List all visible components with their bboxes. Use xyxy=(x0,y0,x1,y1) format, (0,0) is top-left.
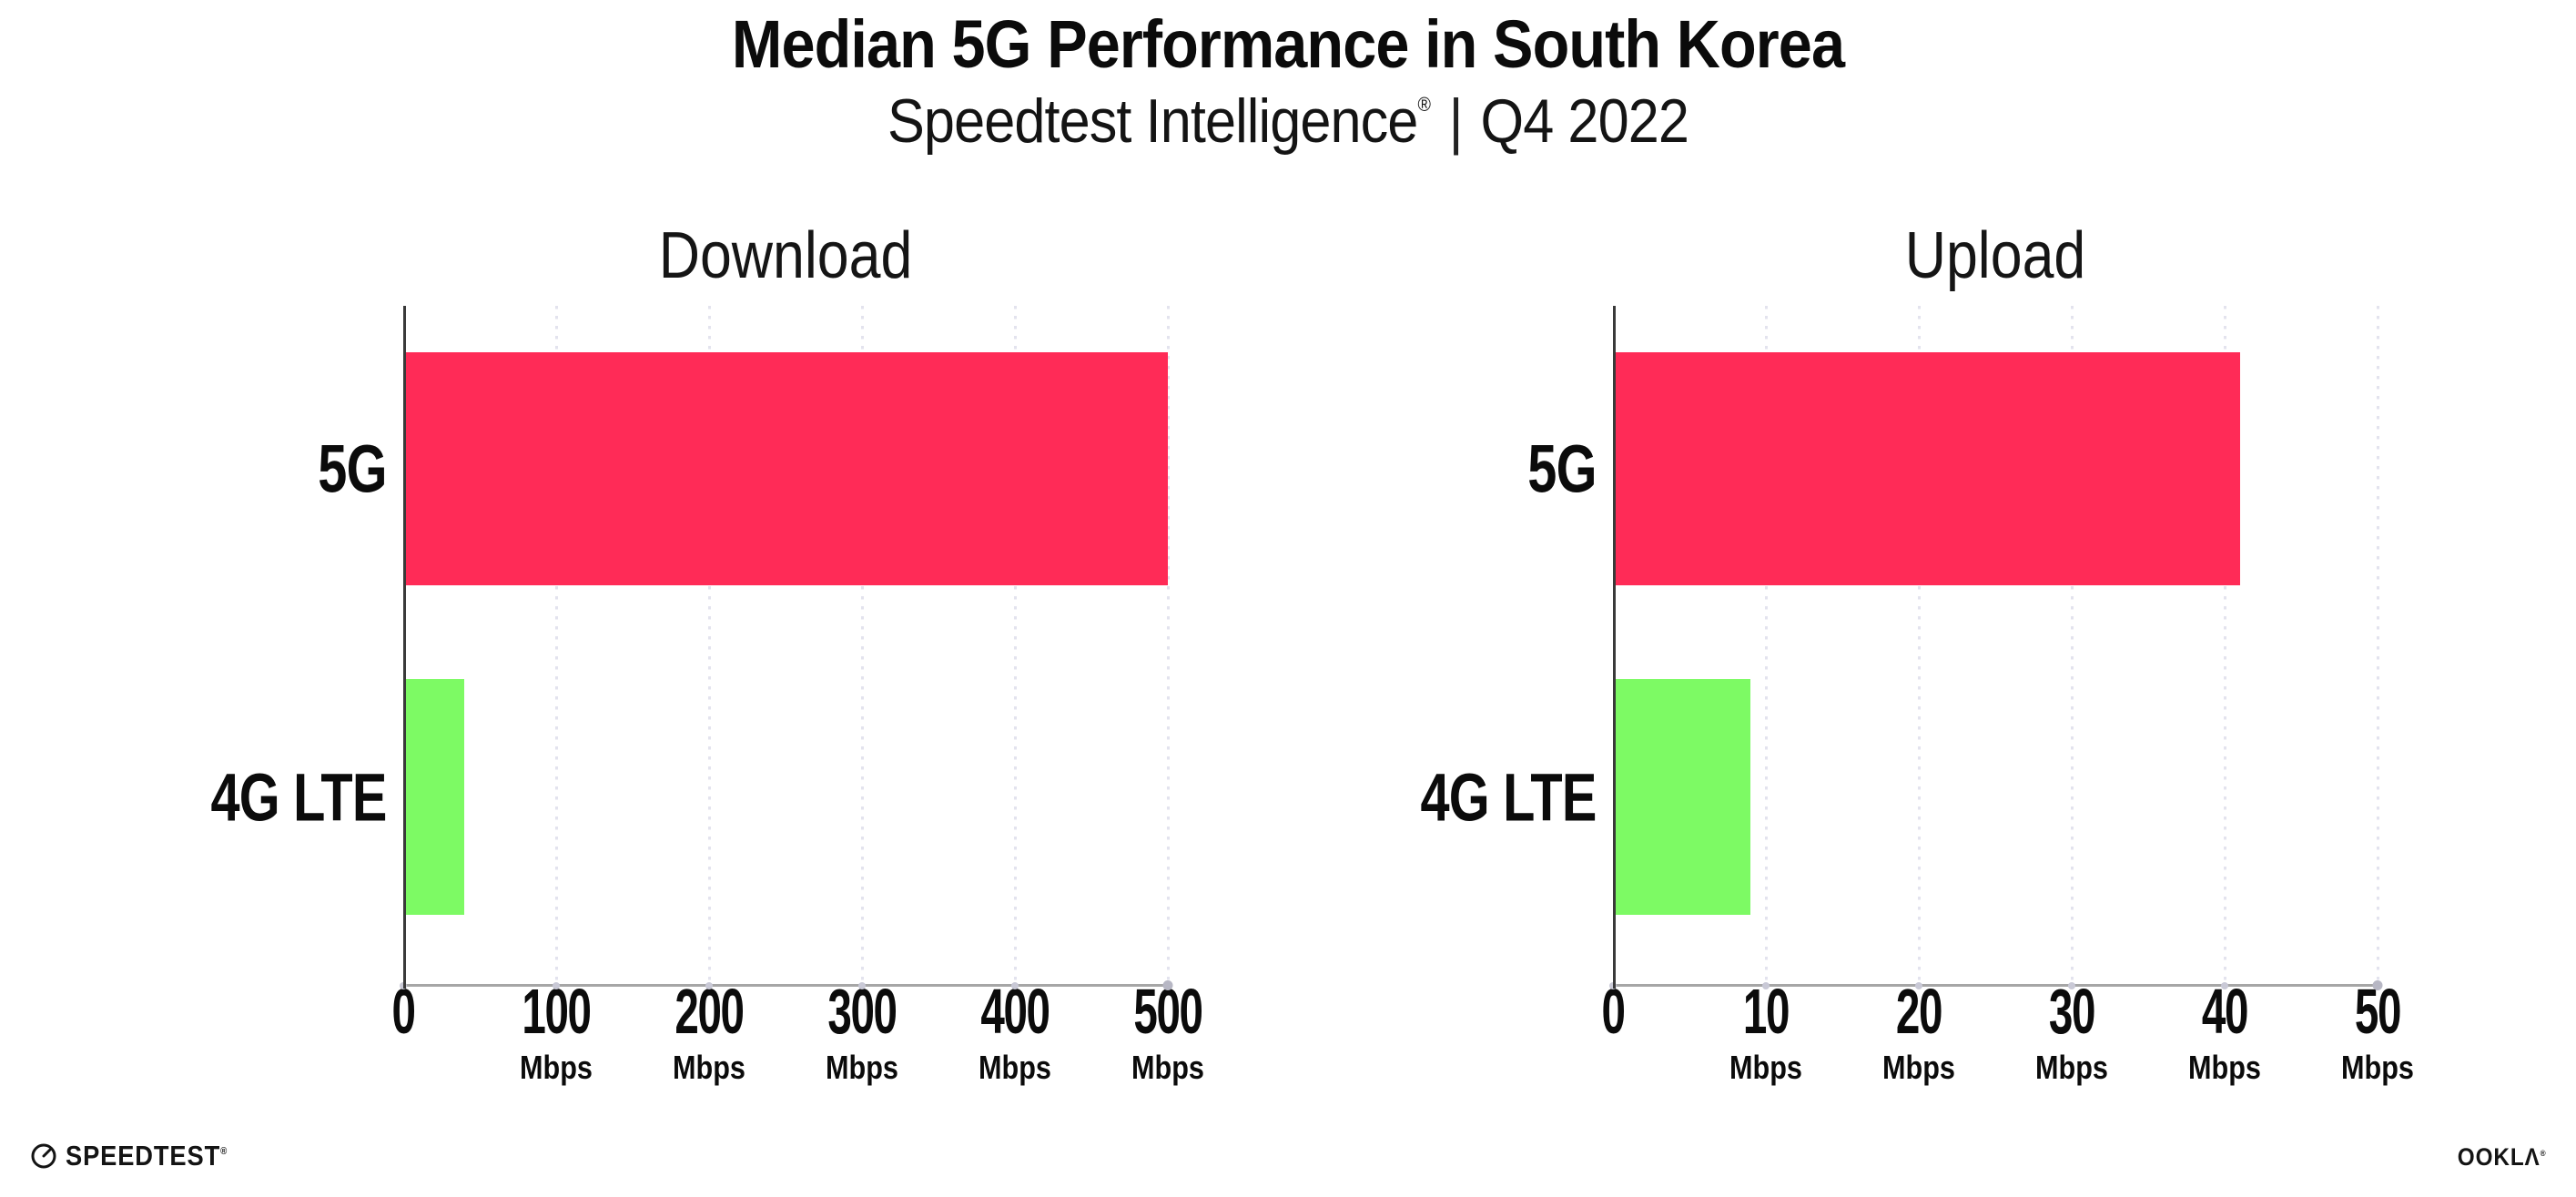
x-tick-unit: Mbps xyxy=(826,1049,898,1086)
gridline xyxy=(2223,306,2226,986)
speedtest-wordmark: SPEEDTEST® xyxy=(66,1140,228,1172)
x-tick-label: 0 xyxy=(387,979,421,1043)
axis-tick-dot xyxy=(1011,981,1019,989)
x-tick-value: 0 xyxy=(391,976,415,1047)
category-label-4g-lte: 4G LTE xyxy=(210,759,388,835)
category-label-5g: 5G xyxy=(1527,431,1597,507)
axis-tick-dot xyxy=(2068,981,2075,989)
category-label-5g: 5G xyxy=(318,431,388,507)
figure-subtitle: Speedtest Intelligence® | Q4 2022 xyxy=(129,86,2448,157)
category-label-4g-lte: 4G LTE xyxy=(1420,759,1597,835)
gridline xyxy=(2070,306,2074,986)
gridline xyxy=(554,306,558,986)
download-x-axis-labels: 0 100 Mbps 200 Mbps 300 Mbps 400 Mbps 500 Mbps xyxy=(391,979,1204,1171)
speedtest-logo: SPEEDTEST® xyxy=(30,1140,248,1172)
x-tick-value: 30 xyxy=(2048,976,2096,1047)
x-tick-unit: Mbps xyxy=(2341,1049,2414,1086)
x-tick-label: 0 xyxy=(1597,979,1630,1043)
x-tick-label: 40 Mbps xyxy=(2182,979,2267,1084)
bar-download-4g-lte xyxy=(405,679,465,915)
subtitle-brand: Speedtest Intelligence xyxy=(887,86,1418,156)
x-tick-value: 300 xyxy=(827,976,898,1047)
axis-tick-dot xyxy=(2221,981,2228,989)
x-axis-endcap xyxy=(1162,980,1173,990)
upload-plot-area xyxy=(1609,306,2383,990)
gridline xyxy=(1013,306,1017,986)
x-tick-unit: Mbps xyxy=(1882,1049,1955,1086)
gridline xyxy=(2376,306,2379,986)
axis-tick-dot xyxy=(858,981,866,989)
subtitle-divider: | xyxy=(1448,86,1464,156)
figure-title: Median 5G Performance in South Korea xyxy=(731,6,1845,82)
x-tick-label: 20 Mbps xyxy=(1876,979,1962,1084)
x-tick-value: 10 xyxy=(1742,976,1790,1047)
registered-mark: ® xyxy=(1417,93,1431,117)
bar-upload-4g-lte xyxy=(1615,679,1751,915)
axis-tick-dot xyxy=(1762,981,1770,989)
axis-tick-dot xyxy=(400,981,407,989)
download-plot-area xyxy=(400,306,1173,990)
registered-mark: ® xyxy=(2541,1149,2546,1158)
gridline xyxy=(1917,306,1921,986)
axis-tick-dot xyxy=(1915,981,1922,989)
download-category-labels: 5G 4G LTE xyxy=(137,306,388,986)
x-tick-label: 10 Mbps xyxy=(1723,979,1809,1084)
bar-download-5g xyxy=(405,352,1168,585)
speedtest-gauge-icon xyxy=(31,1143,56,1169)
x-tick-unit: Mbps xyxy=(673,1049,745,1086)
ookla-logo: OOKLΛ® xyxy=(2458,1143,2546,1172)
x-tick-label: 100 Mbps xyxy=(506,979,607,1084)
x-tick-label: 400 Mbps xyxy=(965,979,1066,1084)
upload-chart-title: Upload xyxy=(1904,219,2086,292)
axis-tick-dot xyxy=(553,981,560,989)
x-tick-unit: Mbps xyxy=(979,1049,1051,1086)
x-tick-label: 30 Mbps xyxy=(2029,979,2115,1084)
ookla-wordmark: OOKLΛ xyxy=(2458,1143,2541,1171)
axis-tick-dot xyxy=(705,981,713,989)
x-tick-value: 20 xyxy=(1895,976,1943,1047)
bar-upload-5g xyxy=(1615,352,2240,585)
x-tick-unit: Mbps xyxy=(2188,1049,2261,1086)
x-tick-unit: Mbps xyxy=(2035,1049,2108,1086)
download-chart-title: Download xyxy=(658,219,913,292)
gridline xyxy=(1166,306,1170,986)
x-tick-label: 200 Mbps xyxy=(659,979,760,1084)
x-tick-value: 0 xyxy=(1601,976,1625,1047)
x-axis-line xyxy=(1613,984,2378,987)
x-tick-label: 300 Mbps xyxy=(812,979,913,1084)
gridline xyxy=(1764,306,1768,986)
registered-mark: ® xyxy=(220,1146,228,1157)
upload-x-axis-labels: 0 10 Mbps 20 Mbps 30 Mbps 40 Mbps 50 Mbps xyxy=(1601,979,2414,1171)
gridline xyxy=(707,306,711,986)
x-axis-endcap xyxy=(2372,980,2383,990)
x-tick-value: 100 xyxy=(522,976,592,1047)
x-tick-label: 500 Mbps xyxy=(1118,979,1219,1084)
x-tick-unit: Mbps xyxy=(520,1049,593,1086)
gridline xyxy=(860,306,864,986)
x-tick-value: 400 xyxy=(980,976,1050,1047)
x-tick-value: 40 xyxy=(2201,976,2249,1047)
x-tick-unit: Mbps xyxy=(1729,1049,1802,1086)
upload-category-labels: 5G 4G LTE xyxy=(1346,306,1597,986)
x-axis-line xyxy=(403,984,1169,987)
x-tick-unit: Mbps xyxy=(1131,1049,1204,1086)
x-tick-value: 200 xyxy=(674,976,745,1047)
subtitle-period: Q4 2022 xyxy=(1480,86,1689,156)
x-tick-label: 50 Mbps xyxy=(2335,979,2420,1084)
axis-tick-dot xyxy=(1609,981,1617,989)
